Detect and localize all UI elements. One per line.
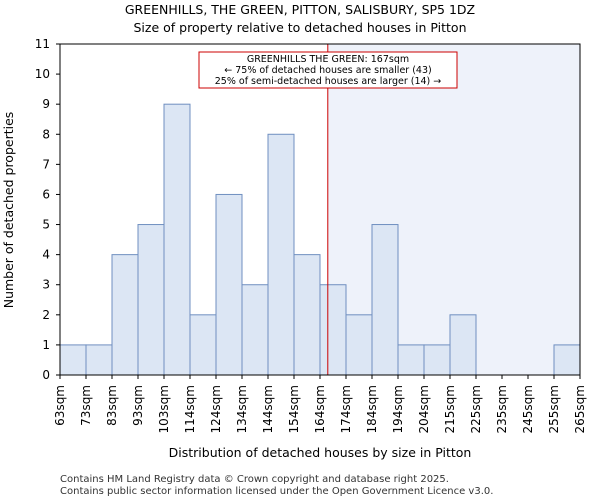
x-tick-label-114sqm: 114sqm — [183, 385, 197, 433]
y-tick-label-6: 6 — [42, 187, 50, 201]
x-tick-label-245sqm: 245sqm — [521, 385, 535, 433]
x-tick-label-215sqm: 215sqm — [443, 385, 457, 433]
bar-215sqm — [449, 314, 477, 376]
bar-184sqm — [371, 224, 399, 376]
y-tick-label-3: 3 — [42, 278, 50, 292]
y-tick-label-1: 1 — [42, 338, 50, 352]
x-tick-label-225sqm: 225sqm — [469, 385, 483, 433]
y-tick-label-0: 0 — [42, 368, 50, 382]
y-tick-label-4: 4 — [42, 248, 50, 262]
y-tick-label-11: 11 — [35, 37, 50, 51]
annotation-line1: GREENHILLS THE GREEN: 167sqm — [247, 54, 409, 65]
y-axis-label: Number of detached properties — [1, 112, 16, 309]
y-tick-label-7: 7 — [42, 157, 50, 171]
y-tick-label-5: 5 — [42, 218, 50, 232]
y-tick-label-8: 8 — [42, 127, 50, 141]
x-tick-label-235sqm: 235sqm — [495, 385, 509, 433]
bar-73sqm — [85, 344, 113, 376]
y-tick-label-2: 2 — [42, 308, 50, 322]
bar-194sqm — [397, 344, 425, 376]
x-tick-label-184sqm: 184sqm — [365, 385, 379, 433]
footer-line-1: Contains HM Land Registry data © Crown c… — [60, 474, 449, 485]
x-tick-label-174sqm: 174sqm — [339, 385, 353, 433]
bar-154sqm — [293, 254, 321, 376]
x-tick-label-255sqm: 255sqm — [547, 385, 561, 433]
chart-title: GREENHILLS, THE GREEN, PITTON, SALISBURY… — [125, 2, 475, 17]
x-tick-label-164sqm: 164sqm — [313, 385, 327, 433]
x-tick-label-154sqm: 154sqm — [287, 385, 301, 433]
annotation-line2: ← 75% of detached houses are smaller (43… — [224, 65, 431, 76]
bar-93sqm — [137, 224, 165, 376]
x-tick-label-103sqm: 103sqm — [157, 385, 171, 433]
annotation-box — [198, 51, 458, 89]
bar-134sqm — [241, 284, 269, 376]
x-tick-label-265sqm: 265sqm — [573, 385, 587, 433]
x-axis-label: Distribution of detached houses by size … — [169, 445, 472, 460]
bar-103sqm — [163, 103, 191, 376]
bar-83sqm — [111, 254, 139, 376]
y-tick-label-9: 9 — [42, 97, 50, 111]
x-tick-label-63sqm: 63sqm — [53, 385, 67, 426]
x-tick-label-204sqm: 204sqm — [417, 385, 431, 433]
bar-63sqm — [59, 344, 87, 376]
bar-255sqm — [553, 344, 581, 376]
bar-204sqm — [423, 344, 451, 376]
x-tick-label-73sqm: 73sqm — [79, 385, 93, 426]
chart-subtitle: Size of property relative to detached ho… — [133, 20, 466, 35]
x-tick-label-134sqm: 134sqm — [235, 385, 249, 433]
x-tick-label-124sqm: 124sqm — [209, 385, 223, 433]
x-tick-label-144sqm: 144sqm — [261, 385, 275, 433]
bar-174sqm — [345, 314, 373, 376]
footer-line-2: Contains public sector information licen… — [60, 486, 493, 497]
x-tick-label-93sqm: 93sqm — [131, 385, 145, 426]
bar-164sqm — [319, 284, 347, 376]
bar-114sqm — [189, 314, 217, 376]
x-tick-label-83sqm: 83sqm — [105, 385, 119, 426]
y-tick-label-10: 10 — [35, 67, 50, 81]
x-tick-label-194sqm: 194sqm — [391, 385, 405, 433]
annotation-line3: 25% of semi-detached houses are larger (… — [215, 76, 442, 87]
bar-144sqm — [267, 133, 295, 376]
plot-area: 0 1 2 3 4 5 6 7 8 9 10 11 63sqm 73sqm 83sqm 93sqm 103sqm… — [35, 37, 587, 433]
bar-124sqm — [215, 193, 243, 376]
